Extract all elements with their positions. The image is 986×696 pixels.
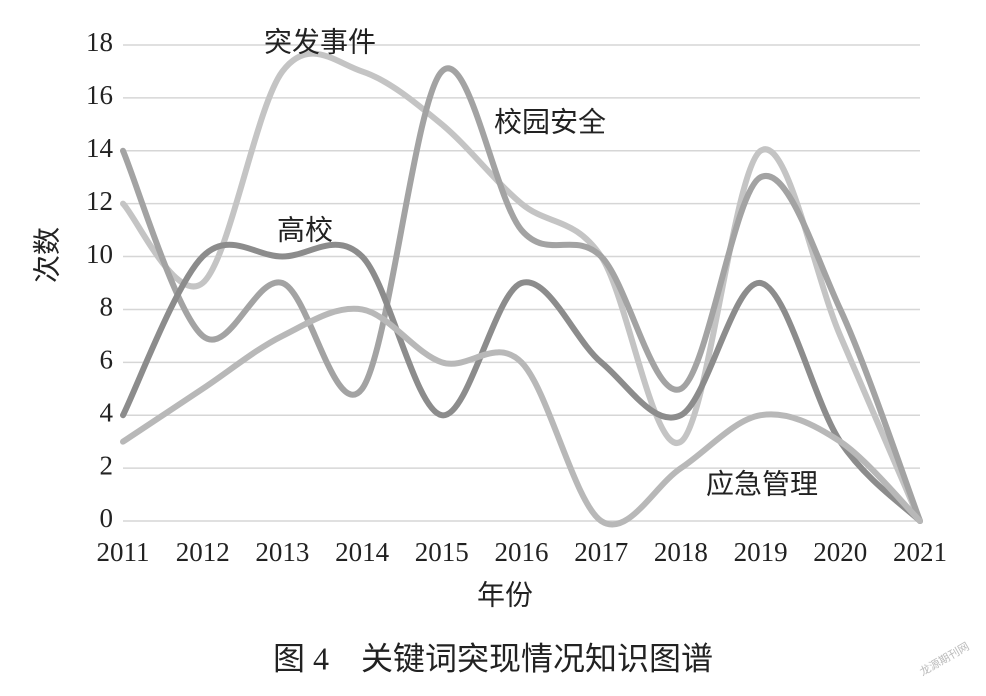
y-tick-label: 14 — [86, 133, 114, 163]
x-tick-label: 2014 — [335, 537, 390, 567]
y-tick-label: 10 — [86, 239, 113, 269]
x-tick-label: 2018 — [654, 537, 708, 567]
x-tick-label: 2013 — [255, 537, 309, 567]
x-tick-label: 2021 — [893, 537, 947, 567]
y-tick-label: 18 — [86, 27, 113, 57]
y-tick-label: 12 — [86, 186, 113, 216]
y-axis-label: 次数 — [31, 227, 63, 283]
y-tick-label: 2 — [100, 450, 114, 480]
series-label: 突发事件 — [264, 26, 376, 58]
y-tick-label: 16 — [86, 80, 113, 110]
x-tick-label: 2015 — [415, 537, 469, 567]
series-label: 校园安全 — [494, 106, 606, 138]
y-tick-label: 4 — [100, 397, 114, 427]
x-tick-label: 2016 — [495, 537, 549, 567]
y-tick-label: 0 — [100, 503, 114, 533]
watermark: 龙源期刊网 — [917, 639, 972, 679]
x-tick-label: 2020 — [813, 537, 867, 567]
x-axis-label: 年份 — [477, 579, 533, 611]
series-line — [120, 305, 923, 528]
x-tick-label: 2011 — [97, 537, 150, 567]
series-line — [120, 65, 923, 524]
y-tick-label: 8 — [100, 292, 114, 322]
series-line — [120, 241, 923, 524]
x-tick-label: 2017 — [574, 537, 628, 567]
caption: 图 4 关键词突现情况知识图谱 — [273, 640, 713, 676]
series-label: 高校 — [277, 214, 333, 246]
x-tick-label: 2019 — [734, 537, 788, 567]
y-tick-label: 6 — [100, 345, 114, 375]
series-label: 应急管理 — [706, 468, 818, 500]
x-tick-label: 2012 — [176, 537, 230, 567]
